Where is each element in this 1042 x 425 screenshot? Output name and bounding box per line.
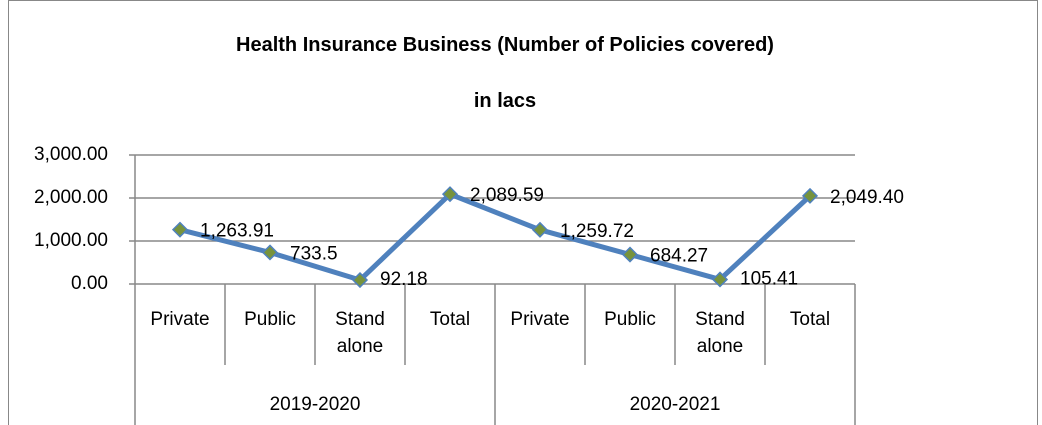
group-label: 2019-2020 — [270, 394, 361, 415]
data-marker — [351, 271, 369, 289]
x-tick-label: Public — [244, 309, 296, 330]
y-tick-label: 1,000.00 — [34, 230, 108, 251]
data-label: 2,049.40 — [830, 187, 904, 208]
y-tick-label: 0.00 — [71, 273, 108, 294]
data-marker — [261, 244, 279, 261]
chart-subtitle: in lacs — [473, 90, 537, 112]
group-label: 2020-2021 — [630, 394, 721, 415]
y-tick-label: 3,000.00 — [34, 144, 108, 165]
x-tick-label: Private — [150, 309, 210, 330]
data-label: 733.5 — [290, 243, 338, 264]
y-tick-label: 2,000.00 — [34, 187, 108, 208]
x-tick-label: Total — [789, 309, 831, 330]
data-label: 684.27 — [650, 246, 708, 267]
data-marker — [711, 271, 729, 288]
data-label: 2,089.59 — [470, 185, 544, 206]
x-tick-label: Public — [604, 309, 656, 330]
chart-border — [8, 0, 1038, 425]
data-marker — [801, 187, 819, 204]
data-marker — [531, 221, 549, 238]
data-marker — [621, 246, 639, 263]
data-label: 1,263.91 — [200, 221, 274, 242]
data-label: 92.18 — [380, 269, 428, 290]
data-line — [179, 191, 812, 283]
x-tick-label: Stand alone — [335, 309, 385, 357]
data-label: 1,259.72 — [560, 221, 634, 242]
data-marker — [171, 221, 189, 238]
data-label: 105.41 — [740, 268, 798, 289]
x-tick-label: Total — [429, 309, 471, 330]
chart-title: Health Insurance Business (Number of Pol… — [236, 34, 774, 56]
x-tick-label: Private — [510, 309, 570, 330]
x-tick-label: Stand alone — [695, 309, 745, 357]
data-marker — [441, 186, 459, 203]
